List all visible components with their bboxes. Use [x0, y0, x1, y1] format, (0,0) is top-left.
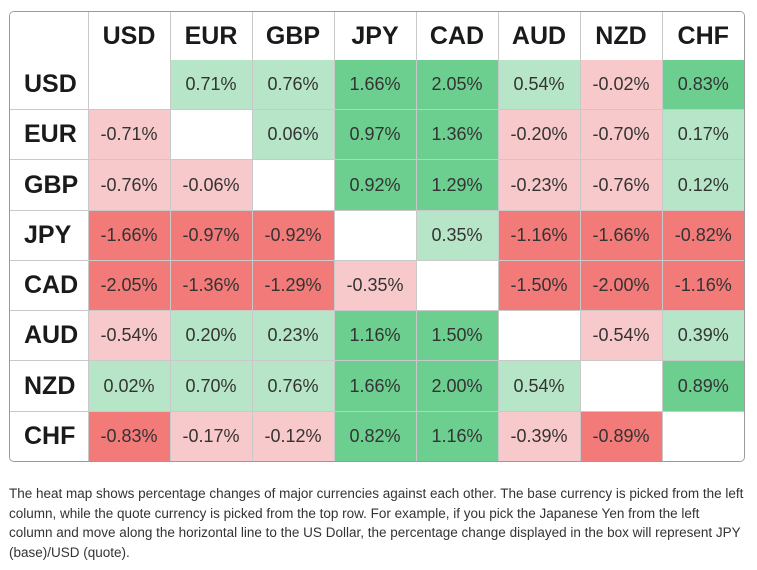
heat-cell: -0.35% [333, 259, 417, 312]
heat-cell: 0.23% [251, 310, 335, 362]
heat-cell: -0.06% [169, 159, 253, 211]
empty-cell [251, 159, 335, 211]
heat-cell: -0.70% [579, 109, 663, 161]
heat-cell: -0.17% [169, 410, 253, 461]
heat-cell: -1.36% [169, 259, 253, 312]
heat-cell: 0.06% [251, 109, 335, 161]
heat-cell: -1.16% [497, 209, 581, 261]
heat-cell: 0.02% [87, 360, 171, 412]
row-header: NZD [10, 360, 89, 412]
empty-cell [333, 209, 417, 261]
heat-cell: -0.89% [579, 410, 663, 461]
heat-cell: 0.89% [661, 360, 744, 412]
heat-cell: -0.71% [87, 109, 171, 161]
empty-cell [169, 109, 253, 161]
heatmap-row: JPY -1.66% -0.97% -0.92% 0.35% -1.16% -1.66% -0… [10, 209, 744, 261]
heat-cell: -0.23% [497, 159, 581, 211]
heat-cell: -0.02% [579, 60, 663, 111]
heat-cell: -0.76% [87, 159, 171, 211]
heat-cell: 0.12% [661, 159, 744, 211]
empty-cell [415, 259, 499, 312]
column-header: CHF [661, 12, 744, 60]
row-header: AUD [10, 310, 89, 362]
row-header: USD [10, 60, 89, 111]
heat-cell: 0.82% [333, 410, 417, 461]
currency-heatmap: USD EUR GBP JPY CAD AUD NZD CHF USD 0.71%… [9, 11, 745, 462]
heat-cell: 0.71% [169, 60, 253, 111]
empty-cell [497, 310, 581, 362]
heat-cell: 0.35% [415, 209, 499, 261]
row-header: EUR [10, 109, 89, 161]
heatmap-body: USD 0.71% 0.76% 1.66% 2.05% 0.54% -0.02% 0.83% E… [10, 60, 744, 461]
heatmap-row: CHF -0.83% -0.17% -0.12% 0.82% 1.16% -0.39% -0.… [10, 410, 744, 461]
heatmap-row: EUR -0.71% 0.06% 0.97% 1.36% -0.20% -0.70% 0.17… [10, 109, 744, 161]
heat-cell: 0.76% [251, 60, 335, 111]
heat-cell: -0.83% [87, 410, 171, 461]
heat-cell: 1.16% [333, 310, 417, 362]
heat-cell: -2.00% [579, 259, 663, 312]
heat-cell: -0.82% [661, 209, 744, 261]
heat-cell: -1.66% [87, 209, 171, 261]
heat-cell: -0.92% [251, 209, 335, 261]
row-header: CAD [10, 259, 89, 312]
corner-cell [10, 12, 89, 60]
heatmap-caption: The heat map shows percentage changes of… [9, 486, 744, 560]
column-header: AUD [497, 12, 581, 60]
heat-cell: 0.17% [661, 109, 744, 161]
heat-cell: -1.29% [251, 259, 335, 312]
heat-cell: 0.39% [661, 310, 744, 362]
heat-cell: 0.83% [661, 60, 744, 111]
heat-cell: 1.29% [415, 159, 499, 211]
column-header: JPY [333, 12, 417, 60]
heat-cell: 2.00% [415, 360, 499, 412]
empty-cell [579, 360, 663, 412]
heatmap-table: USD EUR GBP JPY CAD AUD NZD CHF USD 0.71%… [10, 12, 744, 461]
heat-cell: -2.05% [87, 259, 171, 312]
heat-cell: 2.05% [415, 60, 499, 111]
heatmap-row: GBP -0.76% -0.06% 0.92% 1.29% -0.23% -0.76% 0.1… [10, 159, 744, 211]
heat-cell: -1.66% [579, 209, 663, 261]
heatmap-row: CAD -2.05% -1.36% -1.29% -0.35% -1.50% -2.00% -… [10, 259, 744, 312]
row-header: CHF [10, 410, 89, 461]
heat-cell: -0.54% [579, 310, 663, 362]
heat-cell: -1.50% [497, 259, 581, 312]
heat-cell: 0.97% [333, 109, 417, 161]
column-header: NZD [579, 12, 663, 60]
header-row: USD EUR GBP JPY CAD AUD NZD CHF [10, 12, 744, 60]
heatmap-row: NZD 0.02% 0.70% 0.76% 1.66% 2.00% 0.54% 0.89% [10, 360, 744, 412]
column-header: GBP [251, 12, 335, 60]
column-header: CAD [415, 12, 499, 60]
row-header: GBP [10, 159, 89, 211]
empty-cell [87, 60, 171, 111]
heat-cell: 1.36% [415, 109, 499, 161]
heat-cell: 0.92% [333, 159, 417, 211]
heatmap-row: AUD -0.54% 0.20% 0.23% 1.16% 1.50% -0.54% 0.39% [10, 310, 744, 362]
heat-cell: 0.54% [497, 60, 581, 111]
heatmap-row: USD 0.71% 0.76% 1.66% 2.05% 0.54% -0.02% 0.83% [10, 60, 744, 111]
empty-cell [661, 410, 744, 461]
column-header: USD [87, 12, 171, 60]
heat-cell: 1.66% [333, 360, 417, 412]
heat-cell: -1.16% [661, 259, 744, 312]
heat-cell: 0.54% [497, 360, 581, 412]
heat-cell: 0.70% [169, 360, 253, 412]
heat-cell: 1.16% [415, 410, 499, 461]
heat-cell: -0.12% [251, 410, 335, 461]
heat-cell: -0.76% [579, 159, 663, 211]
heat-cell: 1.66% [333, 60, 417, 111]
heat-cell: -0.39% [497, 410, 581, 461]
heat-cell: 0.76% [251, 360, 335, 412]
heat-cell: -0.20% [497, 109, 581, 161]
heat-cell: -0.97% [169, 209, 253, 261]
heat-cell: 1.50% [415, 310, 499, 362]
heat-cell: -0.54% [87, 310, 171, 362]
column-header: EUR [169, 12, 253, 60]
heat-cell: 0.20% [169, 310, 253, 362]
row-header: JPY [10, 209, 89, 261]
